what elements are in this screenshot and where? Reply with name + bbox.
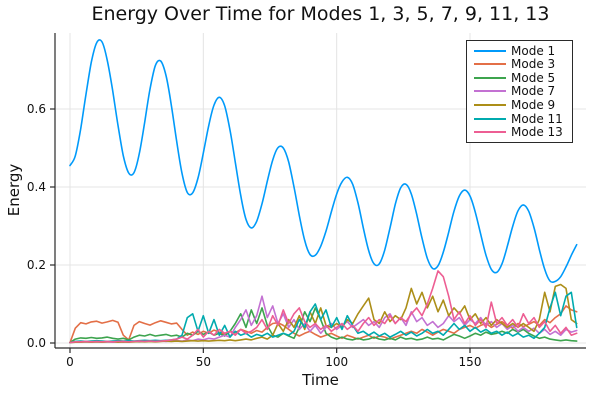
y-tick-label: 0.2 xyxy=(27,258,46,272)
legend-line-swatch xyxy=(474,90,506,93)
legend-label: Mode 7 xyxy=(511,84,556,99)
legend-line-swatch xyxy=(474,76,506,79)
series-line-mode-1 xyxy=(69,39,578,284)
legend-item-mode-9: Mode 9 xyxy=(474,99,572,112)
x-tick-label: 50 xyxy=(196,355,211,369)
legend-label: Mode 3 xyxy=(511,57,556,72)
x-axis-label: Time xyxy=(302,371,339,389)
series-line-mode-11 xyxy=(69,291,578,344)
legend-line-swatch xyxy=(474,63,506,66)
legend-line-swatch xyxy=(474,49,506,52)
legend-item-mode-1: Mode 1 xyxy=(474,44,572,57)
legend-line-swatch xyxy=(474,104,506,107)
chart-title: Energy Over Time for Modes 1, 3, 5, 7, 9… xyxy=(91,3,550,25)
series-line-mode-3 xyxy=(69,305,578,344)
legend-label: Mode 13 xyxy=(511,125,563,140)
y-tick-label: 0.6 xyxy=(27,102,46,116)
legend-item-mode-11: Mode 11 xyxy=(474,112,572,125)
series-line-mode-13 xyxy=(69,270,578,344)
legend-item-mode-3: Mode 3 xyxy=(474,58,572,71)
x-tick-label: 0 xyxy=(66,355,74,369)
legend-label: Mode 5 xyxy=(511,70,556,85)
x-tick-label: 100 xyxy=(325,355,348,369)
x-tick-label: 150 xyxy=(459,355,482,369)
y-tick-label: 0.4 xyxy=(27,180,46,194)
legend: Mode 1 Mode 3 Mode 5 Mode 7 Mode 9 Mode 11 Mod… xyxy=(466,40,573,143)
legend-label: Mode 1 xyxy=(511,43,556,58)
legend-item-mode-5: Mode 5 xyxy=(474,71,572,84)
legend-item-mode-13: Mode 13 xyxy=(474,126,572,139)
y-tick-label: 0.0 xyxy=(27,336,46,350)
legend-item-mode-7: Mode 7 xyxy=(474,85,572,98)
legend-label: Mode 9 xyxy=(511,98,556,113)
legend-line-swatch xyxy=(474,131,506,134)
legend-line-swatch xyxy=(474,117,506,120)
legend-label: Mode 11 xyxy=(511,111,563,126)
